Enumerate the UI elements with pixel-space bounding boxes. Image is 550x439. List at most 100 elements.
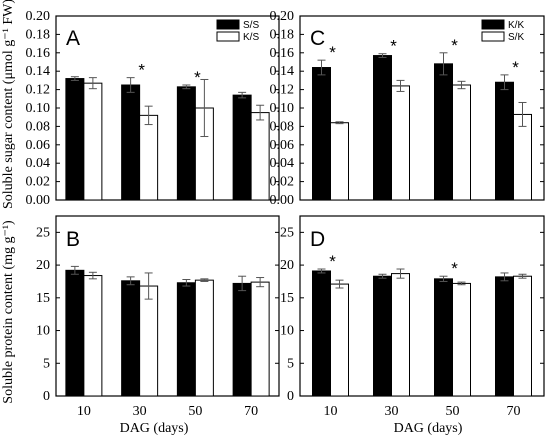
significance-star: *	[451, 259, 458, 278]
y-tick-label: 0.04	[26, 156, 51, 171]
panel-b: B 0 5 10 15 20 25 10 30 50 70	[36, 215, 280, 419]
y-tick-label: 25	[36, 225, 50, 240]
y-tick-label: 15	[36, 291, 50, 306]
panel-letter-a: A	[66, 27, 80, 50]
bar-s-s	[176, 86, 196, 201]
bar-filled	[65, 269, 85, 397]
bar-s-k	[452, 84, 471, 201]
plot-frame	[299, 215, 545, 397]
y-tick-label: 0.06	[26, 138, 51, 153]
significance-star: *	[512, 58, 519, 77]
y-tick-label: 15	[280, 291, 294, 306]
x-tick-label: 70	[244, 404, 258, 419]
y-tick-label: 0.14	[26, 64, 51, 79]
bar-k-k	[434, 63, 453, 201]
legend-label: K/S	[243, 32, 259, 43]
bar-k-k	[373, 55, 392, 201]
y-tick-label: 10	[36, 324, 50, 339]
y-tick-label: 5	[43, 356, 50, 371]
bar-s-s	[232, 94, 252, 201]
panel-c: C 0.00 0.02 0.04 0.06 0.08 0.10 0.12 0.14 0.16 0.…	[270, 9, 545, 208]
y-tick-label: 0.10	[26, 101, 51, 116]
bar-k-s	[83, 82, 103, 201]
x-tick-label: 50	[188, 404, 202, 419]
panel-d: D 0 5 10 15 20 25 10 * 30 50 * 70	[280, 215, 545, 419]
y-tick-label: 5	[287, 356, 294, 371]
y-axis-label-sugar: Soluble sugar content (μmol g⁻¹ FW)	[1, 0, 16, 209]
bar-k-k	[312, 67, 331, 201]
bar-s-k	[330, 122, 349, 201]
panel-letter-b: B	[66, 228, 80, 251]
y-tick-label: 0.02	[270, 175, 295, 190]
legend-swatch	[216, 31, 240, 42]
bar-filled	[312, 270, 331, 397]
bar-open	[330, 283, 349, 397]
bar-open	[513, 275, 532, 397]
y-tick-label: 0.02	[26, 175, 51, 190]
legend-label: K/K	[508, 20, 524, 31]
x-axis-label-right: DAG (days)	[394, 421, 463, 436]
panel-letter-c: C	[310, 27, 325, 50]
y-tick-label: 0.00	[270, 193, 295, 208]
panel-letter-d: D	[310, 228, 325, 251]
bar-filled	[232, 282, 252, 397]
bar-filled	[121, 280, 141, 397]
bar-open	[83, 275, 103, 397]
significance-star: *	[329, 252, 336, 271]
x-tick-label: 70	[507, 404, 521, 419]
bar-filled	[434, 278, 453, 397]
x-axis-label-left: DAG (days)	[120, 421, 189, 436]
bar-s-s	[121, 84, 141, 201]
y-tick-label: 0.18	[26, 27, 51, 42]
legend-swatch	[481, 31, 505, 42]
significance-star: *	[194, 68, 201, 87]
bar-filled	[373, 275, 392, 397]
y-tick-label: 0.08	[26, 119, 51, 134]
bar-k-s	[250, 112, 270, 201]
bar-k-k	[495, 81, 514, 201]
significance-star: *	[138, 61, 145, 80]
y-tick-label: 0.04	[270, 156, 295, 171]
legend-label: S/S	[243, 20, 259, 31]
x-tick-label: 10	[77, 404, 91, 419]
y-tick-label: 0	[287, 389, 294, 404]
legend-swatch	[481, 19, 505, 30]
y-tick-label: 0.16	[270, 46, 295, 61]
y-tick-label: 0.20	[26, 9, 51, 24]
y-tick-label: 0.12	[26, 83, 51, 98]
y-tick-label: 0.10	[270, 101, 295, 116]
bar-filled	[495, 276, 514, 397]
bar-open	[139, 285, 159, 397]
bar-open	[250, 281, 270, 397]
bar-open	[194, 279, 214, 397]
y-tick-label: 0.20	[270, 9, 295, 24]
panel-a: A 0.00 0.02 0.04 0.06 0.08 0.10 0.12 0.14 0.16 0.…	[26, 9, 280, 208]
significance-star: *	[390, 37, 397, 56]
bar-s-k	[391, 85, 410, 201]
legend-swatch	[216, 19, 240, 30]
y-tick-label: 10	[280, 324, 294, 339]
bar-open	[391, 273, 410, 397]
x-tick-label: 50	[446, 404, 460, 419]
y-tick-label: 20	[36, 258, 50, 273]
bar-s-k	[513, 113, 532, 201]
bar-filled	[176, 282, 196, 397]
y-tick-label: 0.08	[270, 119, 295, 134]
y-tick-label: 0.18	[270, 27, 295, 42]
y-tick-label: 0.00	[26, 193, 51, 208]
bar-s-s	[65, 78, 85, 201]
bar-open	[452, 282, 471, 397]
bar-k-s	[139, 114, 159, 201]
x-tick-label: 30	[385, 404, 399, 419]
y-axis-label-protein: Soluble protein content (mg g⁻¹)	[1, 220, 16, 404]
x-tick-label: 30	[133, 404, 147, 419]
plot-frame	[55, 215, 280, 397]
legend-label: S/K	[508, 32, 524, 43]
y-tick-label: 0.06	[270, 138, 295, 153]
significance-star: *	[329, 43, 336, 62]
y-tick-label: 25	[280, 225, 294, 240]
y-tick-label: 20	[280, 258, 294, 273]
y-tick-label: 0.16	[26, 46, 51, 61]
x-tick-label: 10	[324, 404, 338, 419]
